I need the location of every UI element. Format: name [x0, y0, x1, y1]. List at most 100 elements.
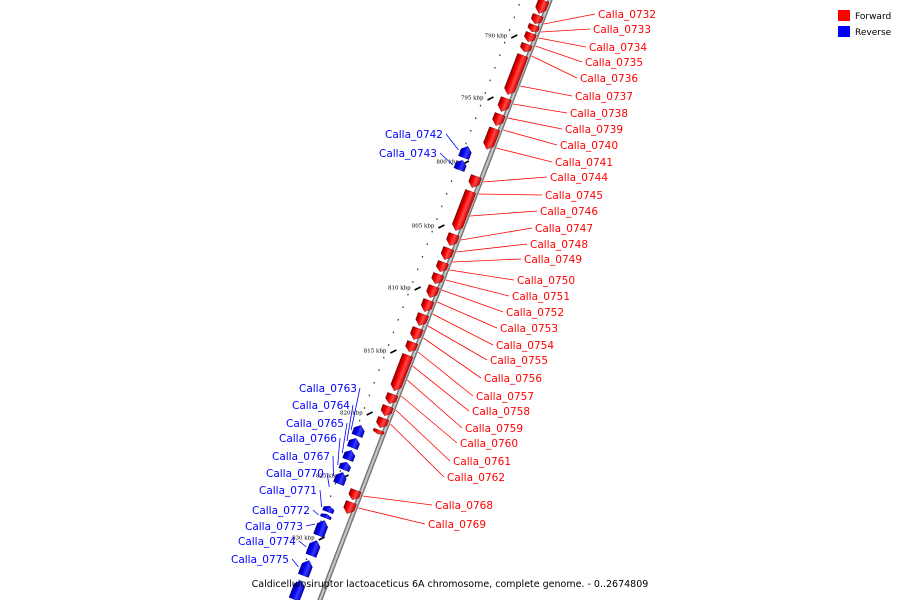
forward-gene-label: Calla_0749 [524, 254, 582, 266]
reverse-leader-line [350, 387, 361, 431]
reverse-leader-line [445, 133, 459, 151]
tick-label: 795 kbp [461, 96, 484, 102]
forward-gene-label: Calla_0736 [580, 73, 638, 85]
forward-gene-label: Calla_0753 [500, 323, 558, 335]
forward-gene [426, 284, 440, 298]
reverse-gene-label: Calla_0773 [245, 521, 303, 533]
forward-gene [380, 404, 394, 416]
reverse-leader-line [337, 437, 341, 466]
forward-leader-line [540, 28, 591, 33]
major-tick [390, 349, 397, 354]
reverse-leader-line [341, 422, 348, 454]
forward-leader-line [538, 37, 587, 48]
forward-gene [372, 427, 385, 435]
minor-tick [479, 104, 482, 107]
minor-tick [378, 369, 380, 371]
forward-gene [468, 174, 482, 188]
minor-tick [339, 470, 341, 472]
forward-leader-line [449, 269, 515, 281]
forward-gene-label: Calla_0768 [435, 500, 493, 512]
reverse-gene-label: Calla_0772 [252, 505, 310, 517]
reverse-leader-line [319, 489, 322, 508]
forward-leader-line [390, 423, 445, 478]
minor-tick [508, 29, 511, 31]
legend-reverse-swatch [838, 26, 850, 37]
minor-tick [499, 54, 501, 56]
forward-leader-line [483, 176, 548, 183]
forward-leader-line [412, 365, 470, 412]
forward-leader-line [407, 379, 463, 429]
reverse-gene-label: Calla_0775 [231, 554, 289, 566]
major-tick [366, 411, 374, 416]
minor-tick [436, 218, 438, 220]
reverse-gene-label: Calla_0743 [379, 148, 437, 160]
minor-tick [518, 4, 520, 6]
forward-gene [390, 353, 414, 391]
forward-leader-line [460, 227, 533, 241]
forward-leader-line [520, 85, 573, 97]
forward-gene [492, 112, 506, 126]
minor-tick [489, 79, 491, 82]
forward-leader-line [417, 351, 474, 397]
forward-gene [504, 53, 529, 95]
minor-tick [504, 41, 506, 44]
minor-tick [421, 256, 424, 258]
genome-caption: Caldicellulosiruptor lactoaceticus 6A ch… [252, 579, 649, 590]
forward-leader-line [423, 337, 482, 379]
forward-gene [348, 488, 362, 500]
forward-leader-line [441, 289, 504, 313]
forward-leader-line [503, 129, 558, 146]
reverse-gene [297, 560, 313, 578]
legend-forward-swatch [838, 10, 850, 21]
minor-tick [465, 142, 467, 145]
forward-gene-label: Calla_0756 [484, 373, 542, 385]
forward-gene-label: Calla_0734 [589, 42, 647, 54]
forward-gene-label: Calla_0748 [530, 239, 588, 251]
minor-tick [363, 407, 366, 409]
reverse-gene-label: Calla_0766 [279, 433, 337, 445]
minor-tick [407, 293, 409, 296]
reverse-gene [453, 160, 467, 172]
forward-leader-line [437, 301, 498, 329]
reverse-gene-label: Calla_0742 [385, 129, 443, 141]
minor-tick [383, 356, 385, 359]
forward-gene-label: Calla_0757 [476, 391, 534, 403]
minor-tick [402, 306, 404, 308]
minor-tick [426, 243, 428, 245]
reverse-gene-label: Calla_0767 [272, 451, 330, 463]
forward-gene-label: Calla_0758 [472, 406, 530, 418]
reverse-gene [338, 462, 351, 472]
minor-tick [446, 193, 448, 195]
minor-tick [368, 394, 370, 397]
forward-gene-label: Calla_0759 [465, 423, 523, 435]
forward-gene-label: Calla_0747 [535, 223, 593, 235]
forward-gene-label: Calla_0760 [460, 438, 518, 450]
forward-gene [431, 272, 445, 284]
legend-forward-label: Forward [855, 12, 891, 22]
forward-leader-line [478, 193, 543, 196]
forward-gene [530, 13, 544, 24]
forward-leader-line [535, 45, 583, 63]
forward-gene-label: Calla_0732 [598, 9, 656, 21]
forward-gene [410, 326, 424, 340]
forward-gene [524, 31, 537, 42]
gene-labels: Calla_0732 Calla_0733 Calla_0734 Calla_0735… [231, 9, 656, 566]
minor-tick [320, 520, 322, 523]
minor-tick [392, 331, 395, 334]
reverse-gene [322, 505, 335, 515]
minor-tick [330, 495, 332, 497]
minor-tick [373, 382, 375, 384]
forward-gene [435, 260, 449, 272]
legend-reverse-label: Reverse [855, 28, 892, 38]
minor-tick [334, 482, 337, 485]
forward-leader-line [452, 258, 522, 263]
forward-leader-line [358, 507, 426, 525]
forward-gene-label: Calla_0741 [555, 157, 613, 169]
tick-label: 830 kbp [292, 536, 315, 542]
major-tick [438, 224, 445, 229]
minor-tick [388, 344, 390, 346]
forward-gene-label: Calla_0750 [517, 275, 575, 287]
forward-gene [415, 312, 429, 326]
legend: Forward Reverse [838, 10, 892, 38]
